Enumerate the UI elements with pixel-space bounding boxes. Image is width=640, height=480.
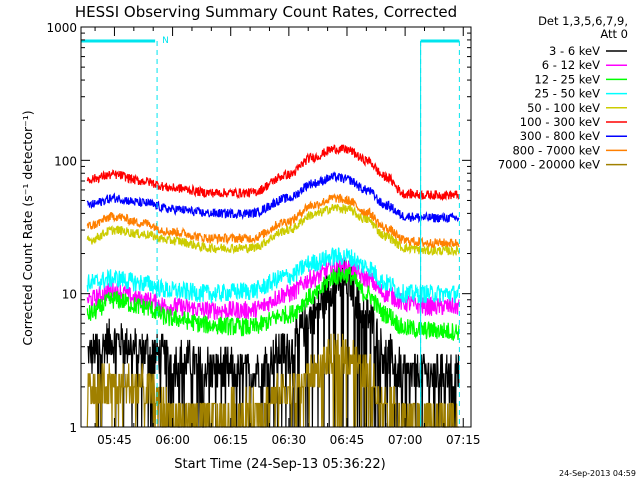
legend-header-line-2: Att 0: [600, 27, 628, 41]
legend-entry-label: 100 - 300 keV: [520, 115, 600, 129]
legend-entry-label: 6 - 12 keV: [542, 58, 600, 72]
x-tick-label: 07:00: [388, 433, 423, 447]
y-tick-label: 1000: [46, 21, 77, 35]
x-tick-label: 06:15: [213, 433, 248, 447]
y-axis-label: Corrected Count Rate (s⁻¹ detector⁻¹): [20, 110, 35, 345]
series-line: [86, 257, 460, 321]
timestamp: 24-Sep-2013 04:59: [559, 469, 636, 478]
chart-title: HESSI Observing Summary Count Rates, Cor…: [75, 3, 457, 21]
series-line: [86, 171, 460, 224]
x-tick-label: 06:45: [330, 433, 365, 447]
legend-entry-label: 300 - 800 keV: [520, 129, 600, 143]
y-tick-label: 10: [62, 288, 77, 302]
annotation-label: N: [162, 36, 169, 46]
legend-entry-label: 25 - 50 keV: [534, 87, 600, 101]
plot-frame: [80, 26, 472, 428]
legend-entry-label: 3 - 6 keV: [549, 44, 600, 58]
series-line: [86, 143, 460, 202]
series-line: [86, 203, 460, 257]
legend-entry-label: 50 - 100 keV: [527, 101, 600, 115]
x-axis-label: Start Time (24-Sep-13 05:36:22): [174, 457, 385, 472]
y-tick-label: 100: [54, 154, 77, 168]
x-tick-label: 05:45: [97, 433, 132, 447]
series-line: [86, 247, 460, 304]
series-line: [87, 259, 460, 428]
legend-entry-label: 12 - 25 keV: [534, 72, 600, 86]
legend-header-line-1: Det 1,3,5,6,7,9,: [538, 14, 628, 28]
x-tick-label: 06:00: [155, 433, 190, 447]
legend-entry-label: 800 - 7000 keV: [512, 143, 600, 157]
series-line: [86, 267, 460, 341]
series-line: [86, 193, 460, 249]
y-tick-label: 1: [69, 421, 77, 435]
legend-entry-label: 7000 - 20000 keV: [498, 158, 600, 172]
x-tick-label: 07:15: [446, 433, 481, 447]
x-tick-label: 06:30: [272, 433, 307, 447]
